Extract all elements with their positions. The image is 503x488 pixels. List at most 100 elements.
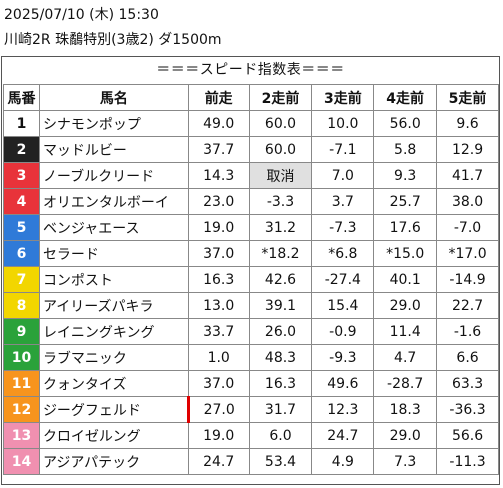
speed-index-cell: 11.4 — [373, 318, 438, 345]
speed-index-cell: 1.0 — [187, 344, 250, 371]
table-row: 12 ジーグフェルド 27.0 31.7 12.3 18.3 -36.3 — [3, 396, 499, 423]
speed-index-cell: 16.3 — [248, 370, 313, 397]
speed-index-panel: ＝＝＝スピード指数表＝＝＝ 馬番 馬名 前走 2走前 3走前 4走前 5走前 1… — [1, 56, 500, 485]
speed-index-cell: 39.1 — [248, 292, 313, 319]
col-header-3rd-last: 3走前 — [311, 84, 375, 111]
speed-index-cell: -3.3 — [248, 188, 313, 215]
speed-index-cell: 12.9 — [436, 136, 499, 163]
speed-index-cell: 42.6 — [248, 266, 313, 293]
horse-number: 4 — [3, 188, 40, 215]
speed-index-cell: 7.3 — [373, 448, 438, 475]
speed-index-cell: -11.3 — [436, 448, 499, 475]
speed-index-cell: 49.6 — [311, 370, 375, 397]
speed-index-cell: 33.7 — [187, 318, 250, 345]
speed-index-cell: 25.7 — [373, 188, 438, 215]
speed-index-cell: 29.0 — [373, 422, 438, 449]
table-row: 4 オリエンタルボーイ 23.0 -3.3 3.7 25.7 38.0 — [3, 188, 499, 215]
speed-index-cell: -28.7 — [373, 370, 438, 397]
speed-index-cell: -7.3 — [311, 214, 375, 241]
speed-index-cell: 16.3 — [187, 266, 250, 293]
speed-index-cell: 37.0 — [187, 240, 250, 267]
speed-index-cell: 26.0 — [248, 318, 313, 345]
horse-number: 8 — [3, 292, 40, 319]
speed-index-cell: 56.6 — [436, 422, 499, 449]
horse-number: 3 — [3, 162, 40, 189]
table-row: 2 マッドルビー 37.7 60.0 -7.1 5.8 12.9 — [3, 136, 499, 163]
speed-index-cell: 6.0 — [248, 422, 313, 449]
speed-index-cell: 12.3 — [311, 396, 375, 423]
speed-index-cell: 56.0 — [373, 110, 438, 137]
speed-index-cell: *18.2 — [248, 240, 313, 267]
speed-index-cell: -0.9 — [311, 318, 375, 345]
speed-index-cell: 41.7 — [436, 162, 499, 189]
col-header-name: 馬名 — [38, 84, 189, 111]
horse-name: アイリーズパキラ — [38, 292, 189, 319]
speed-index-cell: 31.7 — [248, 396, 313, 423]
speed-index-cell: -27.4 — [311, 266, 375, 293]
speed-index-cell: 37.0 — [187, 370, 250, 397]
table-row: 3 ノーブルクリード 14.3 取消 7.0 9.3 41.7 — [3, 162, 499, 189]
horse-name: ノーブルクリード — [38, 162, 189, 189]
speed-index-cell: 5.8 — [373, 136, 438, 163]
scratched-cell: 取消 — [248, 162, 313, 189]
horse-number: 9 — [3, 318, 40, 345]
col-header-5th-last: 5走前 — [436, 84, 499, 111]
speed-index-cell: 9.3 — [373, 162, 438, 189]
horse-name: ベンジャエース — [38, 214, 189, 241]
speed-index-cell: -7.0 — [436, 214, 499, 241]
col-header-2nd-last: 2走前 — [248, 84, 313, 111]
speed-index-table: 馬番 馬名 前走 2走前 3走前 4走前 5走前 1 シナモンポップ 49.0 60.… — [3, 84, 499, 475]
speed-index-cell: *6.8 — [311, 240, 375, 267]
horse-name: セラード — [38, 240, 189, 267]
speed-index-cell: 4.9 — [311, 448, 375, 475]
speed-index-cell: 23.0 — [187, 188, 250, 215]
table-title: ＝＝＝スピード指数表＝＝＝ — [156, 62, 345, 78]
horse-number: 13 — [3, 422, 40, 449]
horse-number: 5 — [3, 214, 40, 241]
horse-number: 11 — [3, 370, 40, 397]
horse-name: マッドルビー — [38, 136, 189, 163]
speed-index-cell: -14.9 — [436, 266, 499, 293]
speed-index-cell: 15.4 — [311, 292, 375, 319]
speed-index-cell: 19.0 — [187, 422, 250, 449]
horse-name: クロイゼルング — [38, 422, 189, 449]
speed-index-cell: 24.7 — [187, 448, 250, 475]
speed-index-cell: 38.0 — [436, 188, 499, 215]
table-row: 10 ラブマニック 1.0 48.3 -9.3 4.7 6.6 — [3, 344, 499, 371]
speed-index-cell: 48.3 — [248, 344, 313, 371]
speed-index-cell: *17.0 — [436, 240, 499, 267]
speed-index-cell: 3.7 — [311, 188, 375, 215]
horse-number: 10 — [3, 344, 40, 371]
speed-index-cell: 49.0 — [187, 110, 250, 137]
table-row: 11 クォンタイズ 37.0 16.3 49.6 -28.7 63.3 — [3, 370, 499, 397]
race-datetime: 2025/07/10 (木) 15:30 — [4, 7, 159, 23]
speed-index-cell: 13.0 — [187, 292, 250, 319]
speed-index-cell: 63.3 — [436, 370, 499, 397]
horse-number: 6 — [3, 240, 40, 267]
horse-name: ジーグフェルド — [38, 396, 190, 423]
race-info: 川崎2R 珠鷸特別(3歳2) ダ1500m — [4, 32, 222, 48]
horse-name: コンポスト — [38, 266, 189, 293]
horse-number: 14 — [3, 448, 40, 475]
speed-index-cell: 27.0 — [187, 396, 250, 423]
speed-index-cell: 53.4 — [248, 448, 313, 475]
speed-index-cell: 4.7 — [373, 344, 438, 371]
speed-index-cell: 17.6 — [373, 214, 438, 241]
table-row: 5 ベンジャエース 19.0 31.2 -7.3 17.6 -7.0 — [3, 214, 499, 241]
table-row: 14 アジアパテック 24.7 53.4 4.9 7.3 -11.3 — [3, 448, 499, 475]
speed-index-cell: 60.0 — [248, 110, 313, 137]
speed-index-cell: -36.3 — [436, 396, 499, 423]
speed-index-cell: 40.1 — [373, 266, 438, 293]
speed-index-cell: 14.3 — [187, 162, 250, 189]
table-row: 6 セラード 37.0 *18.2 *6.8 *15.0 *17.0 — [3, 240, 499, 267]
horse-number: 7 — [3, 266, 40, 293]
speed-index-cell: -9.3 — [311, 344, 375, 371]
horse-name: オリエンタルボーイ — [38, 188, 189, 215]
col-header-4th-last: 4走前 — [373, 84, 438, 111]
speed-index-cell: 29.0 — [373, 292, 438, 319]
speed-index-cell: 19.0 — [187, 214, 250, 241]
horse-name: ラブマニック — [38, 344, 189, 371]
horse-number: 2 — [3, 136, 40, 163]
speed-index-cell: 22.7 — [436, 292, 499, 319]
speed-index-cell: *15.0 — [373, 240, 438, 267]
